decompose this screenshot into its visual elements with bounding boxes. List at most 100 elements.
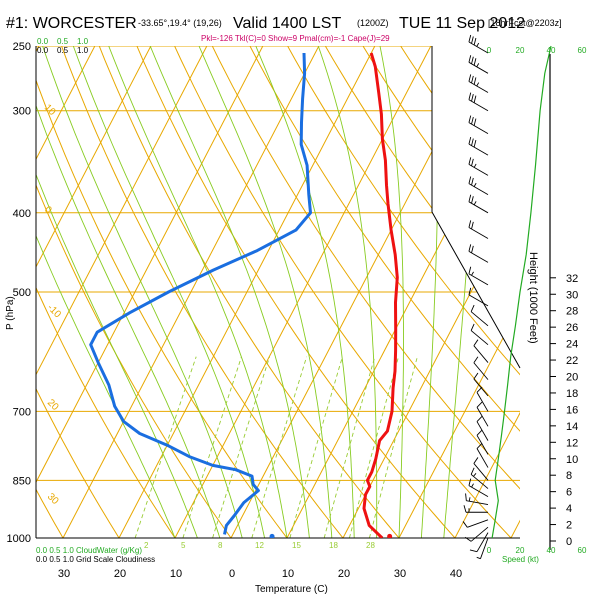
height-tick-label: 2 <box>566 520 572 532</box>
dry-adiabat-line <box>324 46 520 320</box>
station-title: #1: WORCESTER <box>6 15 137 32</box>
temperature-tick-label: 10 <box>170 568 182 580</box>
moist-adiabat-line <box>36 234 176 538</box>
wind-barb <box>468 194 489 214</box>
wind-barb <box>470 304 489 327</box>
speed-tick-label: 60 <box>578 46 587 55</box>
wind-barb <box>468 266 489 286</box>
pressure-tick-label: 700 <box>13 406 31 418</box>
forecast-info: [18hrFcst@2203z] <box>488 18 562 28</box>
isotherm-line <box>510 519 520 538</box>
pressure-tick-label: 300 <box>13 106 31 118</box>
dry-adiabat-label: 10 <box>42 102 58 118</box>
temperature-tick-label: 30 <box>394 568 406 580</box>
speed-tick-label: 40 <box>547 46 556 55</box>
height-tick-label: 30 <box>566 289 578 301</box>
wind-barb <box>464 526 489 542</box>
dry-adiabat-line <box>174 46 512 538</box>
wind-speed-curve <box>491 45 552 539</box>
isotherm-line <box>36 46 96 161</box>
wind-barb <box>468 115 489 135</box>
wind-barb <box>476 537 489 560</box>
wind-barb <box>468 287 489 307</box>
speed-tick-label: 0 <box>487 46 492 55</box>
moist-adiabat-line <box>198 46 333 538</box>
background-grid <box>36 32 600 539</box>
height-tick-label: 28 <box>566 306 578 318</box>
speed-tick-label: 40 <box>547 546 556 555</box>
wind-panel-boundary <box>431 46 521 369</box>
height-tick-label: 26 <box>566 322 578 334</box>
sfc-dewpoint-marker <box>269 533 275 538</box>
wind-barb <box>476 386 489 412</box>
dry-adiabat-line <box>249 46 520 432</box>
wind-barb <box>468 74 489 93</box>
dewpoint-profile <box>89 52 312 535</box>
dry-adiabat-line <box>36 183 232 538</box>
wind-barb <box>468 176 489 195</box>
temperature-tick-label: 40 <box>450 568 462 580</box>
stability-indices: Pkl=-126 Tkl(C)=0 Show=9 Pmal(cm)=-1 Cap… <box>201 34 390 43</box>
temperature-tick-label: 30 <box>58 568 70 580</box>
wind-barb <box>468 157 489 176</box>
height-tick-label: 6 <box>566 487 572 499</box>
cloudwater-scale-caption: 0.0 0.5 1.0 CloudWater (g/Kg) <box>36 546 142 555</box>
wind-barb <box>465 493 489 505</box>
wind-barb <box>470 467 489 489</box>
temperature-tick-label: 0 <box>229 568 235 580</box>
wind-barb <box>473 339 489 363</box>
wind-barb <box>462 519 489 528</box>
cloudwater-top-label: 0.5 <box>57 37 69 46</box>
cloudiness-top-label: 0.5 <box>57 46 69 55</box>
wind-barb <box>473 457 489 481</box>
chart-header: #1: WORCESTER -33.65°,19.4° (19,26) Vali… <box>6 15 562 43</box>
wind-barb <box>473 356 489 380</box>
mixing-ratio-line <box>368 356 418 538</box>
wind-barb <box>476 401 489 427</box>
height-tick-label: 4 <box>566 503 572 515</box>
dry-adiabat-line <box>136 46 456 538</box>
wind-barb <box>469 532 489 553</box>
valid-time: Valid 1400 LST <box>233 15 341 32</box>
sounding-profiles <box>89 52 399 538</box>
mixing-ratio-line <box>323 356 376 538</box>
wind-barb <box>476 442 489 468</box>
cloudwater-top-label: 0.0 <box>37 37 49 46</box>
pressure-tick-label: 250 <box>13 41 31 53</box>
height-tick-label: 22 <box>566 355 578 367</box>
height-tick-label: 32 <box>566 273 578 285</box>
height-tick-label: 20 <box>566 372 578 384</box>
temperature-profile <box>362 52 399 538</box>
temperature-tick-label: 20 <box>338 568 350 580</box>
wind-barb <box>468 136 489 156</box>
dry-adiabat-line <box>36 387 120 538</box>
dry-adiabat-line <box>98 46 400 538</box>
pressure-tick-label: 1000 <box>7 533 31 545</box>
moist-adiabat-line <box>36 104 221 538</box>
speed-axis-title: Speed (kt) <box>502 555 539 564</box>
mixing-ratio-label: 18 <box>329 541 338 550</box>
wind-barb <box>468 55 489 74</box>
dry-adiabat-line <box>211 46 520 490</box>
height-axis-title: Height (1000 Feet) <box>527 252 539 344</box>
height-tick-label: 0 <box>566 536 572 548</box>
dry-adiabat-line <box>61 46 344 538</box>
wind-barb <box>468 34 489 54</box>
wind-barb <box>476 429 489 455</box>
moist-adiabat-line <box>72 46 266 538</box>
mixing-ratio-line <box>348 356 399 538</box>
dry-adiabat-line <box>578 32 600 539</box>
valid-date: TUE 11 Sep 2012 <box>399 15 525 32</box>
mixing-ratio-label: 8 <box>218 541 223 550</box>
utc-time: (1200Z) <box>357 18 389 28</box>
speed-tick-label: 60 <box>578 546 587 555</box>
wind-barb <box>468 244 489 263</box>
mixing-ratio-label: 12 <box>255 541 264 550</box>
wind-barb <box>476 416 489 441</box>
height-tick-label: 8 <box>566 470 572 482</box>
wind-barb <box>470 323 489 346</box>
moist-adiabat-line <box>317 46 378 538</box>
speed-tick-label: 0 <box>487 546 492 555</box>
pressure-tick-label: 400 <box>13 208 31 220</box>
